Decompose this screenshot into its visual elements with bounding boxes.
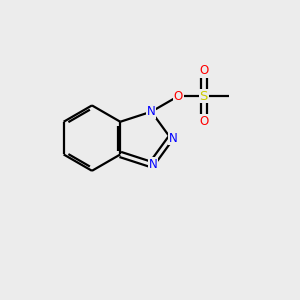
Text: O: O [174,90,183,103]
Text: N: N [148,158,157,171]
Text: N: N [169,132,177,145]
Text: S: S [200,90,208,103]
Text: N: N [147,105,156,118]
Text: O: O [199,115,208,128]
Text: O: O [199,64,208,77]
